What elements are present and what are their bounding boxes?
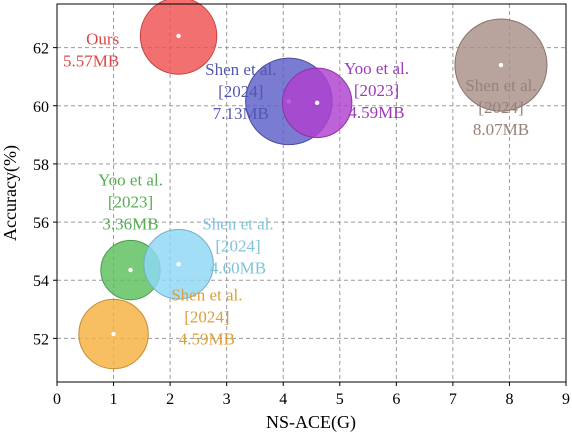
x-tick-label: 8 xyxy=(505,391,513,408)
bubble-label: Shen et al. [2024] 8.07MB xyxy=(465,76,536,139)
bubble-label-line: [2024] xyxy=(184,308,229,327)
bubble-label-line: 5.57MB xyxy=(63,52,119,71)
bubble-label-line: [2024] xyxy=(478,98,523,117)
y-axis-ticks: 52 54 56 58 60 62 xyxy=(33,41,57,348)
bubble-label-line: 4.60MB xyxy=(210,258,266,277)
y-tick-label: 54 xyxy=(33,273,49,290)
x-tick-label: 3 xyxy=(223,391,231,408)
bubble-label-line: Shen et al. xyxy=(171,286,242,305)
bubble-label-line: Yoo et al. xyxy=(344,59,409,78)
bubble-label: Shen et al. [2024] 4.60MB xyxy=(202,214,273,277)
x-axis-ticks: 0 1 2 3 4 5 6 7 8 9 xyxy=(53,382,570,408)
y-tick-label: 60 xyxy=(33,99,49,116)
bubble-label-line: [2024] xyxy=(218,82,263,101)
bubble-label-line: Yoo et al. xyxy=(98,171,163,190)
x-tick-label: 4 xyxy=(279,391,287,408)
bubble-center-dot xyxy=(498,62,504,68)
x-tick-label: 5 xyxy=(336,391,344,408)
bubble-label-line: Ours xyxy=(86,30,119,49)
bubble-center-dot xyxy=(111,331,116,337)
bubble-label-line: Shen et al. xyxy=(205,60,276,79)
bubble-label-line: 4.59MB xyxy=(179,330,235,349)
y-tick-label: 52 xyxy=(33,331,49,348)
bubble-label: Yoo et al. [2023] 4.59MB xyxy=(344,59,409,122)
bubble-label-line: 8.07MB xyxy=(473,120,529,139)
bubble-label-line: 3.36MB xyxy=(102,215,158,234)
bubble-center-dot xyxy=(176,33,181,39)
bubble-label: Shen et al. [2024] 7.13MB xyxy=(205,60,276,123)
bubble-label: Shen et al. [2024] 4.59MB xyxy=(171,286,242,349)
x-tick-label: 9 xyxy=(562,391,570,408)
bubble-center-dot xyxy=(176,262,181,267)
x-tick-label: 1 xyxy=(110,391,118,408)
x-tick-label: 7 xyxy=(449,391,457,408)
y-tick-label: 62 xyxy=(33,41,49,58)
bubble-label-line: 4.59MB xyxy=(348,103,404,122)
y-tick-label: 56 xyxy=(33,215,49,232)
y-tick-label: 58 xyxy=(33,157,49,174)
bubble-label-line: [2024] xyxy=(215,236,260,255)
bubble-label-line: [2023] xyxy=(108,193,153,212)
x-tick-label: 2 xyxy=(166,391,174,408)
bubble-label: Yoo et al. [2023] 3.36MB xyxy=(98,171,163,234)
bubble-label-line: 7.13MB xyxy=(213,104,269,123)
bubble-label-line: Shen et al. xyxy=(465,76,536,95)
plot-frame xyxy=(56,3,567,383)
bubble-label: Ours 5.57MB xyxy=(63,30,119,71)
bubble-labels: Ours 5.57MB Shen et al. [2024] 7.13MB Yoo et … xyxy=(63,30,537,349)
x-tick-label: 6 xyxy=(392,391,400,408)
bubble-center-dot xyxy=(128,267,133,273)
x-tick-label: 0 xyxy=(53,391,61,408)
bubble-label-line: [2023] xyxy=(354,81,399,100)
bubble-label-line: Shen et al. xyxy=(202,214,273,233)
x-axis-title: NS-ACE(G) xyxy=(266,412,356,433)
bubble-center-dot xyxy=(314,100,320,106)
bubbles xyxy=(78,0,548,370)
y-axis-title: Accuracy(%) xyxy=(0,145,21,241)
